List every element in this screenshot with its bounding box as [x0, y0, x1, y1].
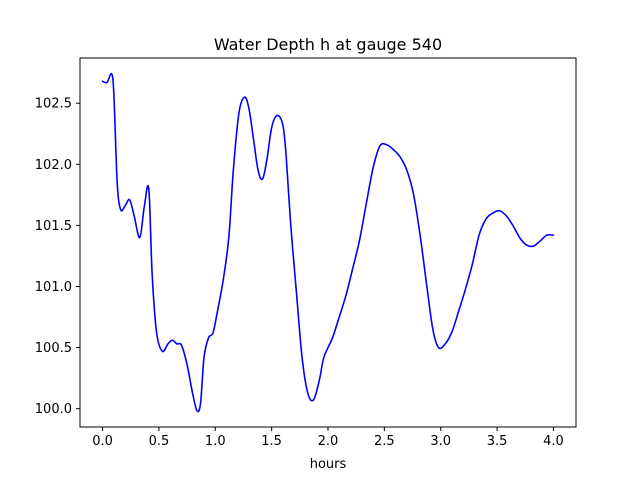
x-tick-label: 0.0 [92, 434, 113, 449]
y-tick-label: 101.0 [35, 280, 72, 295]
x-tick-label: 1.5 [261, 434, 282, 449]
x-tick-label: 0.5 [149, 434, 170, 449]
chart-title: Water Depth h at gauge 540 [214, 35, 442, 54]
x-tick-label: 1.0 [205, 434, 226, 449]
x-tick-label: 3.5 [487, 434, 508, 449]
y-axis: 100.0 100.5 101.0 101.5 102.0 102.5 [35, 97, 80, 417]
series-layer [101, 72, 555, 413]
x-axis-label: hours [310, 457, 347, 472]
y-tick-label: 102.0 [35, 158, 72, 173]
y-tick-label: 102.5 [35, 97, 72, 112]
y-tick-label: 100.0 [35, 402, 72, 417]
x-tick-label: 3.0 [430, 434, 451, 449]
x-axis: 0.0 0.5 1.0 1.5 2.0 2.5 3.0 3.5 4.0 [92, 427, 564, 449]
series-line-0 [101, 72, 555, 413]
y-tick-label: 100.5 [35, 341, 72, 356]
x-tick-label: 2.0 [318, 434, 339, 449]
x-tick-label: 4.0 [543, 434, 564, 449]
x-tick-label: 2.5 [374, 434, 395, 449]
y-tick-label: 101.5 [35, 219, 72, 234]
